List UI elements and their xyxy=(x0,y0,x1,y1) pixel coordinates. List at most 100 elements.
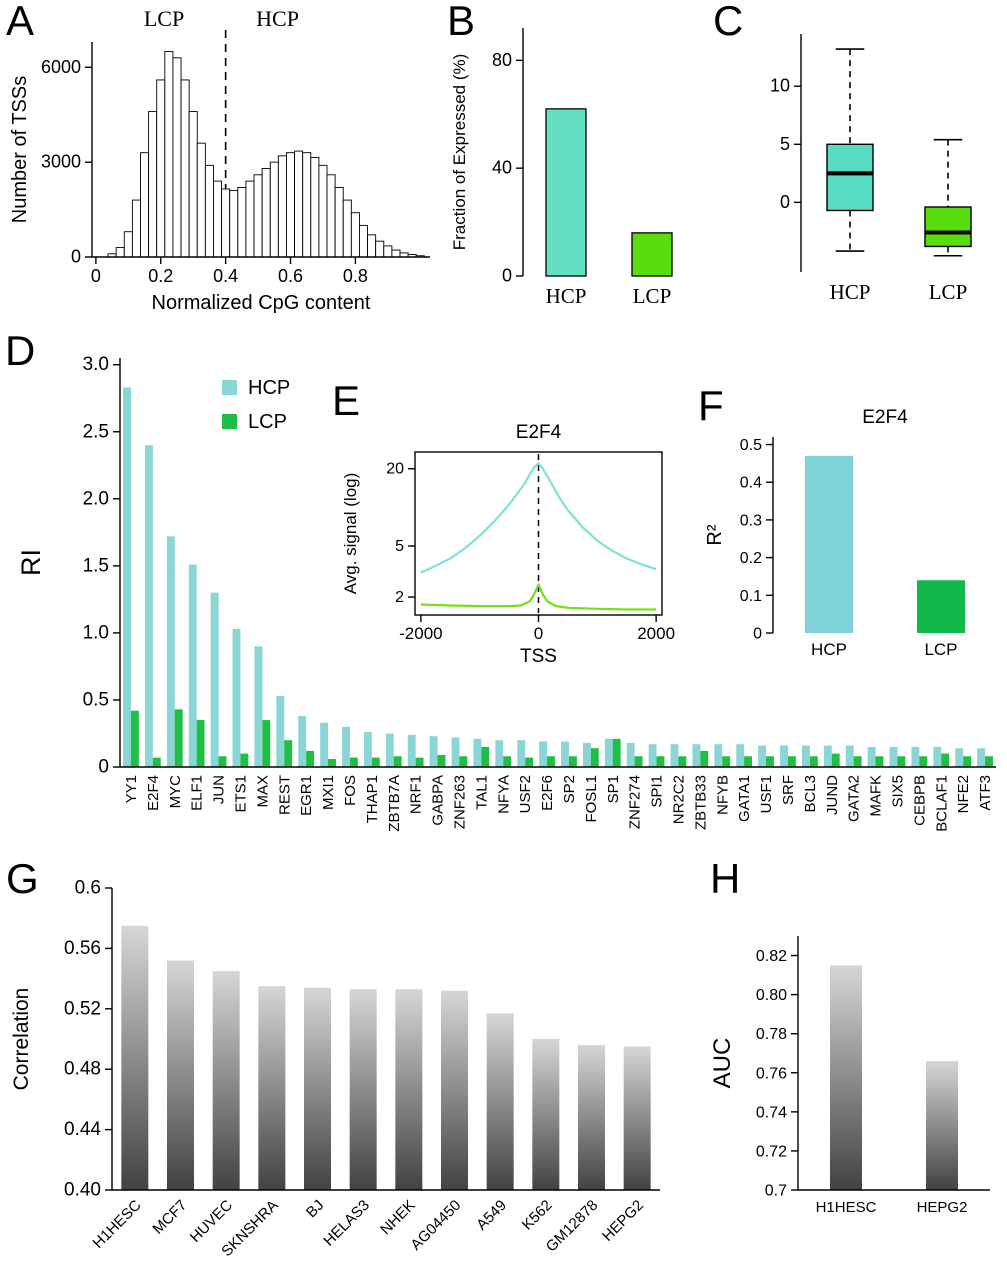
category-label: NFE2 xyxy=(955,775,972,813)
lcp-bar-GABPA xyxy=(437,754,446,767)
x-axis-label: Normalized CpG content xyxy=(152,292,371,314)
x-tick-label: 0.2 xyxy=(148,266,173,286)
y-axis-label: AUC xyxy=(709,1038,736,1089)
lcp-bar-SPI1 xyxy=(656,756,665,767)
histogram-bar xyxy=(140,152,150,258)
lcp-bar-USF2 xyxy=(525,757,534,767)
hcp-bar-ZBTB33 xyxy=(692,744,701,767)
category-label: A549 xyxy=(473,1197,510,1234)
histogram-bar xyxy=(156,79,166,258)
y-tick-label: 0.40 xyxy=(64,1180,101,1201)
category-label: SIX5 xyxy=(889,775,906,808)
category-label: E2F4 xyxy=(145,775,162,811)
lcp-bar-ZBTB7A xyxy=(393,756,402,767)
box-HCP xyxy=(826,143,874,212)
y-tick-label: 2 xyxy=(395,589,404,606)
bar-r2-e2f4: 0 0.1 0.2 0.3 0.4 0.5 HCP LCP R² E2F4 xyxy=(704,407,965,659)
category-label: LCP xyxy=(633,284,672,308)
hcp-bar-SRF xyxy=(780,745,788,767)
y-tick-label: 0.1 xyxy=(740,588,762,605)
histogram-bar xyxy=(383,245,393,258)
histogram-bar xyxy=(318,164,328,258)
lcp-bar-USF1 xyxy=(766,756,774,767)
hcp-bar-USF2 xyxy=(517,740,526,767)
hcp-bar-FOS xyxy=(342,726,350,767)
category-label: REST xyxy=(276,775,293,815)
category-label: H1HESC xyxy=(816,1199,877,1216)
y-tick-label: 0.78 xyxy=(756,1026,787,1043)
hcp-bar-NFYA xyxy=(495,740,504,767)
lcp-bar-SRF xyxy=(787,756,796,767)
lcp-bar-ATF3 xyxy=(985,756,993,767)
category-label: THAP1 xyxy=(364,775,381,823)
lcp-bar-MAFK xyxy=(875,756,884,767)
category-label: YY1 xyxy=(123,775,140,803)
bar-HEPG2 xyxy=(926,1061,958,1190)
category-label: SPI1 xyxy=(649,775,666,808)
histogram-bar xyxy=(164,51,174,258)
y-tick-label: 0.74 xyxy=(756,1104,787,1121)
y-tick-label: 80 xyxy=(492,50,512,70)
category-label: H1HESC xyxy=(90,1197,145,1252)
region-label: LCP xyxy=(144,6,184,31)
histogram-bar xyxy=(358,224,369,258)
panel-a: A 0 3000 6000 0 0.2 0.4 0.6 0.8 Normalized CpG c… xyxy=(0,0,445,330)
histogram-bar xyxy=(342,199,352,258)
legend-swatch-LCP xyxy=(222,414,237,429)
bar-LCP xyxy=(917,580,965,633)
y-tick-label: 0 xyxy=(753,626,762,643)
lcp-bar-JUND xyxy=(831,753,840,767)
category-label: GATA2 xyxy=(846,775,863,822)
histogram-bar xyxy=(213,180,223,258)
category-label: NFYA xyxy=(495,775,512,814)
hcp-bar-NR2C2 xyxy=(670,744,679,767)
histogram-bar xyxy=(237,186,247,258)
histogram-bar xyxy=(172,57,182,258)
category-label: MAX xyxy=(254,775,271,808)
lcp-bar-NRF1 xyxy=(415,757,424,767)
category-label: SP1 xyxy=(605,775,622,803)
lcp-bar-MYC xyxy=(174,709,183,767)
x-axis-label: TSS xyxy=(520,646,557,667)
hcp-bar-THAP1 xyxy=(363,732,372,767)
lcp-bar-ETS1 xyxy=(240,753,249,767)
hcp-bar-NRF1 xyxy=(407,734,416,767)
y-tick-label: 10 xyxy=(770,76,790,96)
category-label: HCP xyxy=(811,640,847,659)
category-label: ZBTB33 xyxy=(692,775,709,830)
category-label: MCF7 xyxy=(149,1197,190,1238)
hcp-bar-ETS1 xyxy=(232,628,241,767)
y-axis-label: Correlation xyxy=(10,988,33,1091)
category-label: USF2 xyxy=(517,775,534,813)
y-tick-label: 0.4 xyxy=(740,475,762,492)
lcp-bar-MXI1 xyxy=(328,758,336,767)
category-label: ETS1 xyxy=(232,775,249,813)
y-axis-label: Fraction of Expressed (%) xyxy=(450,54,469,251)
lcp-bar-JUN xyxy=(218,756,227,767)
legend-swatch-HCP xyxy=(222,380,237,395)
panel-b: B 0 40 80 HCP LCP Fraction of Expressed (%) xyxy=(445,0,705,335)
hcp-bar-NFYB xyxy=(714,744,723,767)
y-axis-label: R² xyxy=(704,524,726,545)
lcp-bar-SIX5 xyxy=(897,756,906,767)
bar-fraction-expressed: 0 40 80 HCP LCP Fraction of Expressed (%) xyxy=(450,28,673,308)
y-tick-label: 3000 xyxy=(41,152,81,172)
lcp-bar-GATA1 xyxy=(744,756,753,767)
category-label: ZBTB7A xyxy=(386,775,403,832)
hcp-bar-JUND xyxy=(823,745,832,767)
panel-label-f: F xyxy=(698,382,724,429)
bar-H1HESC xyxy=(121,925,149,1190)
bar-SKNSHRA xyxy=(258,986,286,1190)
category-label: NR2C2 xyxy=(670,775,687,824)
category-label: EGR1 xyxy=(298,775,315,816)
y-tick-label: 0.52 xyxy=(64,998,101,1019)
category-label: NHEK xyxy=(377,1197,418,1238)
panel-label-e: E xyxy=(332,377,361,424)
hcp-bar-CEBPB xyxy=(911,746,920,767)
histogram-bar xyxy=(196,142,206,258)
lcp-bar-REST xyxy=(284,740,293,767)
hcp-bar-MXI1 xyxy=(320,722,329,767)
lcp-bar-ZBTB33 xyxy=(700,750,709,767)
signal-line-LCP xyxy=(420,583,657,611)
category-label: ZNF263 xyxy=(451,775,468,829)
